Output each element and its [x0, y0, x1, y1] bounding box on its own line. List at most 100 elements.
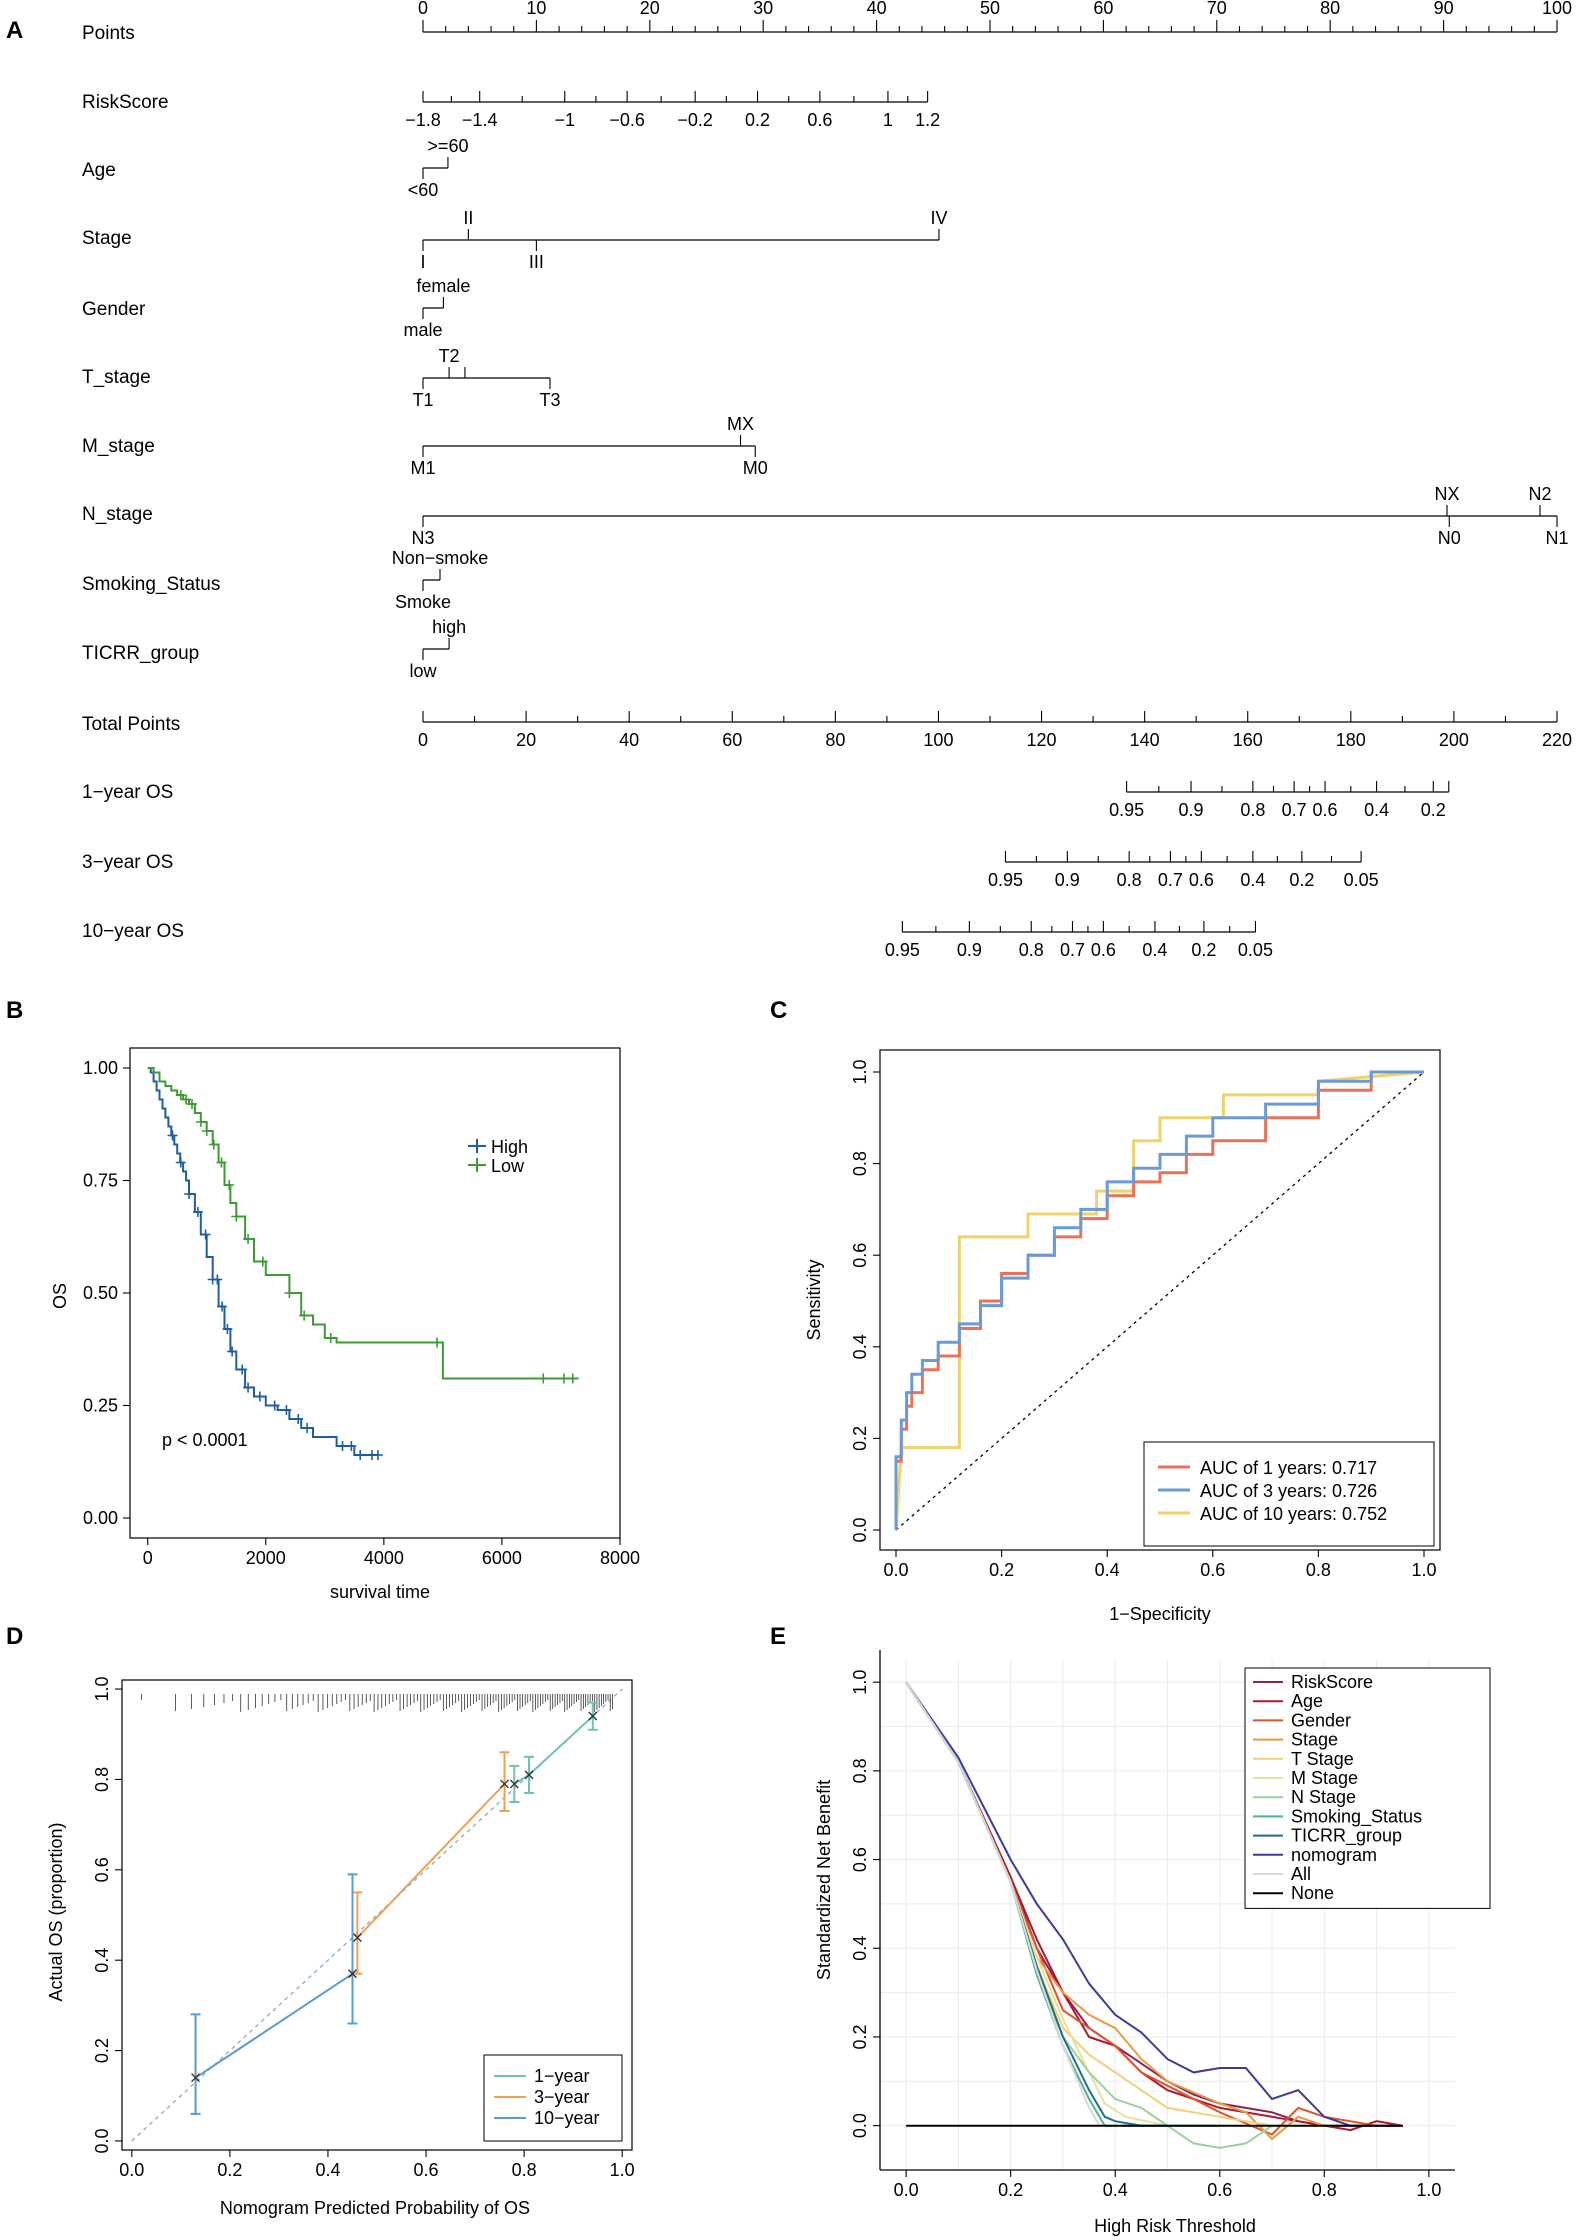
nomogram-tick-label: 70: [1207, 0, 1227, 18]
nomogram-row-label-points: Points: [82, 23, 135, 44]
roc-legend-label-1y: AUC of 1 years: 0.717: [1200, 1458, 1377, 1478]
nomogram-level-label: T1: [412, 390, 433, 410]
nomogram-tick-label: 0.95: [988, 870, 1023, 890]
calibration-line-3y: [356, 1783, 506, 1939]
km-legend-label-high: High: [491, 1137, 528, 1157]
nomogram-tick-label: 0.9: [957, 940, 982, 960]
km-censor-mark: [243, 1234, 254, 1244]
dca-curve-n-stage: [905, 1681, 1273, 2149]
dca-y-axis-title: Standardized Net Benefit: [814, 1780, 834, 1980]
roc-legend: AUC of 1 years: 0.717 AUC of 3 years: 0.…: [1143, 1441, 1435, 1547]
km-censor-mark: [212, 1274, 223, 1285]
km-censor-mark: [355, 1450, 366, 1460]
panel-label-a: A: [6, 17, 23, 44]
nomogram-row-label-smoking-status: Smoking_Status: [82, 574, 220, 595]
calibration-point: [191, 2073, 201, 2083]
dca-legend-label: Smoking_Status: [1291, 1806, 1422, 1827]
nomogram-row-label-stage: Stage: [82, 228, 132, 249]
km-censor-mark: [222, 1324, 233, 1334]
calibration-x-tick-label: 0.6: [414, 2160, 439, 2180]
nomogram-level-label: >=60: [427, 136, 468, 156]
nomogram-level-label: low: [409, 661, 437, 681]
calibration-point: [588, 1711, 598, 1721]
roc-x-axis-title: 1−Specificity: [1109, 1604, 1211, 1624]
nomogram-row-label-m-stage: M_stage: [82, 436, 155, 457]
panel-label-e: E: [770, 1623, 786, 1650]
dca-x-axis-title: High Risk Threshold: [1094, 2216, 1256, 2236]
nomogram-tick-label: 1: [883, 110, 893, 130]
dca-legend-label: Gender: [1291, 1710, 1351, 1730]
km-censor-mark: [325, 1333, 336, 1343]
nomogram-row-label-ticrr-group: TICRR_group: [82, 643, 199, 664]
dca-curve-all: [905, 1681, 1101, 2127]
nomogram-panel: Points RiskScore Age Stage Gender T_stag…: [82, 0, 1572, 960]
nomogram-tick-label: 0.8: [1019, 940, 1044, 960]
nomogram-tick-label: 40: [867, 0, 887, 18]
calibration-point: [352, 1933, 362, 1943]
calibration-x-tick-label: 0.8: [512, 2160, 537, 2180]
roc-legend-box: [1143, 1441, 1435, 1547]
roc-y-tick-label: 0.6: [850, 1243, 870, 1268]
km-censor-mark: [200, 1229, 211, 1240]
nomogram-tick-label: 0.8: [1240, 800, 1265, 820]
nomogram-tick-label: −1.8: [405, 110, 441, 130]
calibration-x-tick-label: 0.4: [315, 2160, 340, 2180]
dca-x-tick-label: 0.0: [894, 2180, 919, 2200]
dca-legend-label: M Stage: [1291, 1768, 1358, 1788]
dca-legend-label: nomogram: [1291, 1845, 1377, 1865]
nomogram-row-label-1-year-os: 1−year OS: [82, 782, 173, 803]
dca-y-tick-label: 0.2: [850, 2024, 870, 2049]
nomogram-level-label: NX: [1434, 484, 1459, 504]
nomogram-tick-label: 80: [825, 730, 845, 750]
nomogram-level-label: MX: [727, 414, 754, 434]
km-y-tick-label: 0.00: [83, 1508, 118, 1528]
nomogram-tick-label: 0.95: [1109, 800, 1144, 820]
dca-x-tick-label: 1.0: [1416, 2180, 1441, 2200]
nomogram-row-label-total-points: Total Points: [82, 714, 180, 735]
calibration-legend-label-3y: 3−year: [534, 2087, 590, 2107]
roc-legend-label-10y: AUC of 10 years: 0.752: [1200, 1504, 1387, 1524]
nomogram-tick-label: 0.6: [1091, 940, 1116, 960]
nomogram-tick-label: 120: [1027, 730, 1057, 750]
km-censor-mark: [346, 1441, 357, 1451]
nomogram-level-label: N1: [1545, 528, 1568, 548]
dca-x-tick-label: 0.6: [1207, 2180, 1232, 2200]
km-y-tick-label: 0.50: [83, 1283, 118, 1303]
km-y-tick-label: 0.75: [83, 1171, 118, 1191]
dca-legend-label: Stage: [1291, 1730, 1338, 1750]
dca-x-tick-label: 0.8: [1312, 2180, 1337, 2200]
nomogram-row-label-riskscore: RiskScore: [82, 92, 169, 113]
nomogram-tick-label: 0.2: [1289, 870, 1314, 890]
km-censor-mark: [269, 1400, 280, 1411]
nomogram-tick-label: 0: [418, 730, 428, 750]
nomogram-tick-label: 160: [1233, 730, 1263, 750]
roc-legend-label-3y: AUC of 3 years: 0.726: [1200, 1481, 1377, 1501]
nomogram-tick-label: 0.4: [1142, 940, 1167, 960]
km-censor-mark: [299, 1310, 310, 1321]
nomogram-row-label-n-stage: N_stage: [82, 504, 153, 525]
nomogram-level-label: I: [420, 252, 425, 272]
nomogram-tick-label: 200: [1439, 730, 1469, 750]
nomogram-level-label: Smoke: [395, 592, 451, 612]
nomogram-tick-label: 0: [418, 0, 428, 18]
km-censor-mark: [293, 1414, 304, 1424]
nomogram-level-label: T2: [439, 346, 460, 366]
calibration-legend-label-10y: 10−year: [534, 2108, 600, 2128]
dca-legend-label: All: [1291, 1864, 1311, 1884]
nomogram-tick-label: 0.4: [1240, 870, 1265, 890]
calibration-point: [500, 1779, 509, 1789]
dca-y-tick-label: 0.4: [850, 1936, 870, 1961]
roc-x-tick-label: 0.0: [883, 1560, 908, 1580]
calibration-point: [524, 1770, 534, 1780]
calibration-legend: 1−year 3−year 10−year: [483, 2054, 623, 2142]
nomogram-level-label: M1: [410, 458, 435, 478]
nomogram-tick-label: 0.05: [1344, 870, 1379, 890]
roc-plot-frame: [879, 1049, 1441, 1551]
calibration-x-tick-label: 0.0: [119, 2160, 144, 2180]
nomogram-tick-label: 0.9: [1055, 870, 1080, 890]
nomogram-level-label: high: [432, 617, 466, 637]
km-censor-mark: [567, 1373, 578, 1384]
roc-y-tick-label: 0.8: [850, 1151, 870, 1176]
nomogram-tick-label: 100: [1542, 0, 1572, 18]
